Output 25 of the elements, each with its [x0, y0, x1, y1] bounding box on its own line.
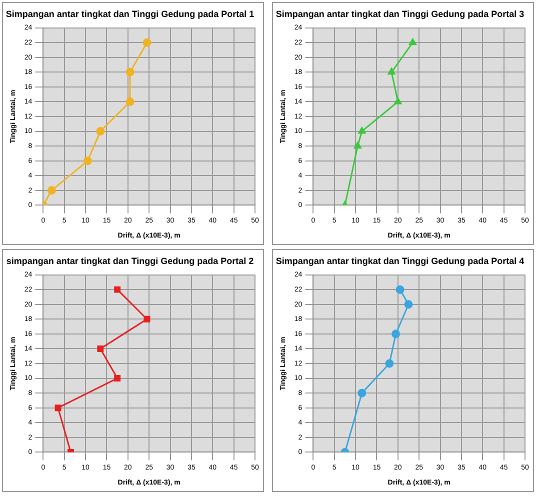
chart-title: Simpangan antar tingkat dan Tinggi Gedung pada Portal 3 [276, 8, 524, 19]
point [404, 300, 413, 309]
point [83, 156, 92, 166]
chart-title: Simpangan antar tingkat dan Tinggi Gedung pada Portal 4 [276, 256, 524, 266]
point [96, 127, 105, 136]
point [114, 375, 121, 382]
chart-title: Simpangan antar tingkat dan Tinggi Gedung pada Portal 1 [6, 8, 254, 19]
point [126, 97, 134, 106]
point [114, 286, 121, 293]
point [126, 68, 134, 76]
point [47, 186, 56, 195]
chart-title: simpangan antar tingkat dan Tinggi Gedung pada Portal 2 [6, 256, 254, 266]
point [358, 388, 366, 398]
point [97, 345, 104, 352]
point [142, 38, 152, 47]
point [144, 316, 150, 322]
point [408, 38, 417, 46]
point [392, 330, 400, 338]
point [394, 97, 402, 104]
point [385, 359, 394, 368]
point [358, 127, 366, 134]
point [396, 285, 404, 294]
point [388, 68, 396, 75]
point [54, 404, 62, 412]
point [354, 142, 362, 149]
